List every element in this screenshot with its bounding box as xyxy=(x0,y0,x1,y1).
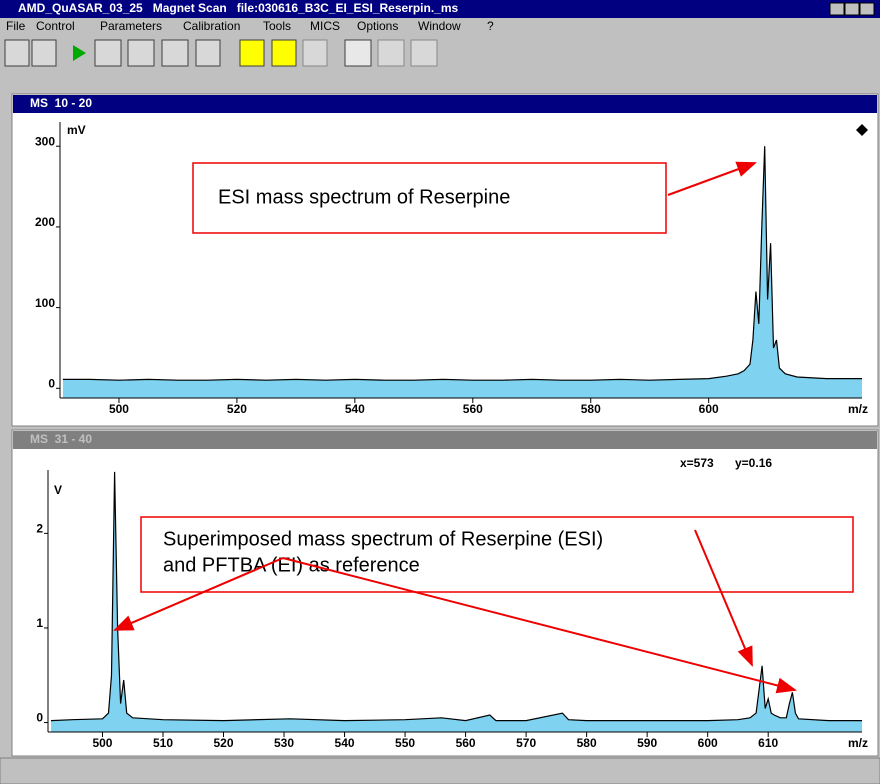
x-tick-label: 500 xyxy=(92,736,112,750)
tool-button[interactable] xyxy=(344,39,372,67)
cursor-x: x=573 xyxy=(680,456,714,470)
menu-item[interactable]: Options xyxy=(357,19,398,33)
x-tick-label: 600 xyxy=(698,736,718,750)
menu-item[interactable]: Control xyxy=(36,19,75,33)
panel-title: MS 31 - 40 xyxy=(30,432,92,446)
spectrum-line xyxy=(50,471,862,722)
spectrum-line xyxy=(62,146,862,381)
tool-button[interactable] xyxy=(127,39,155,67)
x-tick-label: 510 xyxy=(153,736,173,750)
status-bar xyxy=(0,757,880,784)
x-tick-label: 610 xyxy=(758,736,778,750)
tool-button[interactable] xyxy=(377,39,405,67)
annotation-text: ESI mass spectrum of Reserpine xyxy=(218,186,510,208)
title-bar xyxy=(0,0,880,18)
close[interactable] xyxy=(859,2,875,16)
tool-button[interactable] xyxy=(4,39,30,67)
menu-item[interactable]: Tools xyxy=(263,19,291,33)
tool-button[interactable] xyxy=(161,39,189,67)
annotation-arrow xyxy=(282,557,797,694)
y-tick-label: 0 xyxy=(36,711,43,725)
marker xyxy=(856,124,868,136)
x-tick-label: 590 xyxy=(637,736,657,750)
tool-button[interactable] xyxy=(94,39,122,67)
tool-button[interactable] xyxy=(195,39,221,67)
cursor-y: y=0.16 xyxy=(735,456,772,470)
y-tick-label: 2 xyxy=(36,522,43,536)
annotation-arrow xyxy=(667,161,757,196)
annotation-text: Superimposed mass spectrum of Reserpine … xyxy=(163,528,603,550)
x-tick-label: 530 xyxy=(274,736,294,750)
menu-item[interactable]: File xyxy=(6,19,26,33)
annotation-arrow xyxy=(694,529,753,667)
menu-item[interactable]: Parameters xyxy=(100,19,162,33)
tool-button[interactable] xyxy=(302,39,328,67)
x-axis-label: m/z xyxy=(848,402,868,416)
panel-title: MS 10 - 20 xyxy=(30,96,92,110)
tool-button[interactable] xyxy=(31,39,57,67)
x-tick-label: 550 xyxy=(395,736,415,750)
annotation-box xyxy=(140,516,854,593)
x-tick-label: 540 xyxy=(345,402,365,416)
y-tick-label: 200 xyxy=(35,215,55,229)
x-axis-label: m/z xyxy=(848,736,868,750)
y-axis-label: mV xyxy=(67,123,86,137)
panel-title-bar xyxy=(13,95,877,113)
y-tick-label: 0 xyxy=(48,376,55,390)
y-tick-label: 300 xyxy=(35,134,55,148)
toolbar xyxy=(4,39,438,67)
y-tick-label: 1 xyxy=(36,616,43,630)
panel xyxy=(11,93,879,427)
x-tick-label: 570 xyxy=(516,736,536,750)
tool-button[interactable] xyxy=(239,39,265,67)
maximize[interactable] xyxy=(844,2,860,16)
x-tick-label: 520 xyxy=(213,736,233,750)
menu-item[interactable]: Calibration xyxy=(183,19,240,33)
x-tick-label: 500 xyxy=(109,402,129,416)
menu-bar: File Control Parameters Calibration Tools MIC… xyxy=(6,19,494,33)
menu-item[interactable]: MICS xyxy=(310,19,340,33)
x-tick-label: 560 xyxy=(456,736,476,750)
x-tick-label: 560 xyxy=(463,402,483,416)
spectrum-area xyxy=(62,146,862,398)
y-axis-label: V xyxy=(54,483,62,497)
panel-title-bar xyxy=(13,431,877,449)
x-tick-label: 580 xyxy=(577,736,597,750)
window-buttons[interactable] xyxy=(829,2,875,16)
tool-button[interactable] xyxy=(410,39,438,67)
x-tick-label: 520 xyxy=(227,402,247,416)
menu-item[interactable]: ? xyxy=(487,19,494,33)
panel xyxy=(11,429,879,757)
annotation-arrow xyxy=(113,557,284,631)
minimize[interactable] xyxy=(829,2,845,16)
x-tick-label: 580 xyxy=(581,402,601,416)
x-tick-label: 600 xyxy=(699,402,719,416)
tool-button[interactable] xyxy=(271,39,297,67)
x-tick-label: 540 xyxy=(335,736,355,750)
annotation-text: and PFTBA (EI) as reference xyxy=(163,554,420,576)
tool-button[interactable] xyxy=(73,45,86,61)
window-title: AMD_QuASAR_03_25 Magnet Scan file:030616… xyxy=(18,1,459,15)
y-tick-label: 100 xyxy=(35,296,55,310)
annotation-box xyxy=(192,162,667,234)
menu-item[interactable]: Window xyxy=(418,19,461,33)
